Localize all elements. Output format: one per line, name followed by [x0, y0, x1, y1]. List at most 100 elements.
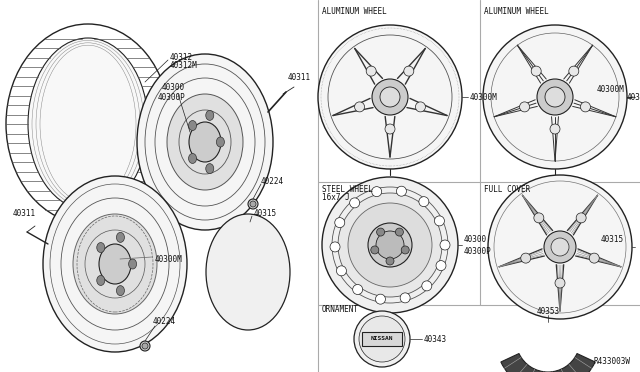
- Circle shape: [359, 316, 405, 362]
- Circle shape: [544, 231, 576, 263]
- Ellipse shape: [43, 176, 187, 352]
- Text: 40300M: 40300M: [627, 93, 640, 102]
- Text: 40312M: 40312M: [170, 61, 198, 70]
- Ellipse shape: [189, 121, 196, 131]
- Circle shape: [569, 66, 579, 76]
- Bar: [362, 332, 402, 346]
- Ellipse shape: [99, 244, 131, 284]
- Text: ALUMINUM WHEEL: ALUMINUM WHEEL: [322, 7, 387, 16]
- Text: ORNAMENT: ORNAMENT: [322, 305, 359, 314]
- Circle shape: [348, 203, 432, 287]
- Text: 40300M: 40300M: [155, 256, 183, 264]
- Text: 40300: 40300: [162, 83, 185, 93]
- Circle shape: [440, 240, 450, 250]
- Circle shape: [318, 25, 462, 169]
- Ellipse shape: [116, 286, 124, 296]
- Circle shape: [353, 285, 363, 295]
- Circle shape: [248, 199, 258, 209]
- Circle shape: [385, 124, 395, 134]
- Circle shape: [415, 102, 426, 112]
- Text: 40311: 40311: [288, 74, 311, 83]
- Ellipse shape: [205, 164, 214, 174]
- Text: 40300: 40300: [464, 234, 487, 244]
- Text: 16x7 J: 16x7 J: [322, 193, 349, 202]
- Text: FULL COVER: FULL COVER: [484, 185, 531, 193]
- Circle shape: [436, 261, 446, 270]
- Ellipse shape: [116, 232, 124, 243]
- Circle shape: [589, 253, 599, 263]
- Circle shape: [550, 124, 560, 134]
- Text: STEEL WHEEL: STEEL WHEEL: [322, 185, 373, 193]
- Circle shape: [400, 293, 410, 303]
- Ellipse shape: [97, 243, 105, 253]
- Ellipse shape: [189, 154, 196, 163]
- Circle shape: [534, 213, 544, 223]
- Ellipse shape: [167, 94, 243, 190]
- Circle shape: [330, 242, 340, 252]
- Circle shape: [376, 294, 385, 304]
- Circle shape: [396, 186, 406, 196]
- Ellipse shape: [73, 214, 157, 314]
- Circle shape: [372, 79, 408, 115]
- Circle shape: [337, 266, 346, 276]
- Circle shape: [401, 246, 409, 254]
- Text: 40224: 40224: [261, 177, 284, 186]
- Text: R433003W: R433003W: [593, 357, 630, 366]
- Text: 40343: 40343: [424, 334, 447, 343]
- Circle shape: [386, 257, 394, 265]
- Circle shape: [322, 177, 458, 313]
- Circle shape: [396, 228, 403, 236]
- Circle shape: [488, 175, 632, 319]
- Circle shape: [140, 341, 150, 351]
- Circle shape: [576, 213, 586, 223]
- Circle shape: [371, 246, 379, 254]
- Text: 40224: 40224: [153, 317, 176, 327]
- Circle shape: [422, 281, 432, 291]
- Circle shape: [349, 198, 360, 208]
- Text: 40353: 40353: [536, 308, 559, 317]
- Circle shape: [551, 238, 569, 256]
- Circle shape: [580, 102, 591, 112]
- Text: 40300M: 40300M: [470, 93, 498, 102]
- Circle shape: [531, 66, 541, 76]
- Text: NISSAN: NISSAN: [371, 337, 393, 341]
- Ellipse shape: [205, 110, 214, 121]
- Text: 40311: 40311: [13, 209, 36, 218]
- Circle shape: [435, 216, 444, 226]
- Circle shape: [545, 87, 565, 107]
- Circle shape: [380, 87, 400, 107]
- Circle shape: [335, 218, 345, 228]
- Ellipse shape: [206, 214, 290, 330]
- Circle shape: [419, 197, 429, 207]
- Text: 40312: 40312: [170, 52, 193, 61]
- Text: 40300P: 40300P: [158, 93, 186, 102]
- Circle shape: [142, 343, 148, 349]
- Text: 40315: 40315: [254, 209, 277, 218]
- Circle shape: [354, 311, 410, 367]
- Circle shape: [366, 66, 376, 76]
- Text: 40315: 40315: [601, 234, 624, 244]
- Circle shape: [537, 79, 573, 115]
- Ellipse shape: [28, 38, 148, 210]
- Circle shape: [555, 278, 565, 288]
- Circle shape: [376, 228, 385, 236]
- Circle shape: [372, 187, 381, 197]
- Ellipse shape: [189, 122, 221, 162]
- Wedge shape: [501, 353, 595, 372]
- Circle shape: [250, 201, 256, 207]
- Circle shape: [338, 193, 442, 297]
- Circle shape: [368, 223, 412, 267]
- Ellipse shape: [97, 275, 105, 285]
- Ellipse shape: [216, 137, 225, 147]
- Ellipse shape: [129, 259, 136, 269]
- Circle shape: [376, 231, 404, 259]
- Circle shape: [404, 66, 414, 76]
- Circle shape: [521, 253, 531, 263]
- Ellipse shape: [137, 54, 273, 230]
- Text: 40300P: 40300P: [464, 247, 492, 256]
- Circle shape: [520, 102, 529, 112]
- Circle shape: [483, 25, 627, 169]
- Text: 40300M: 40300M: [596, 84, 624, 93]
- Text: ALUMINUM WHEEL: ALUMINUM WHEEL: [484, 7, 548, 16]
- Circle shape: [355, 102, 365, 112]
